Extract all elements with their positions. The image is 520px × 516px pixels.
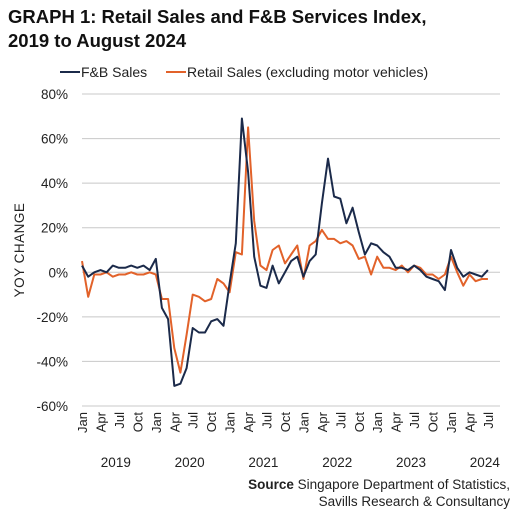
y-tick-label: 40% [41,176,68,191]
y-tick-label: -40% [36,354,68,369]
y-tick-label: 60% [41,132,68,147]
chart-title-line-1: GRAPH 1: Retail Sales and F&B Services I… [8,6,427,27]
y-tick-label: -20% [36,310,68,325]
source-line-1: Source Singapore Department of Statistic… [248,476,510,493]
y-tick-label: 80% [41,87,68,102]
x-tick-label: Apr [241,411,256,432]
series-line-fb-sales [81,117,489,387]
y-tick-label: -60% [36,399,68,414]
x-tick-label: Jan [75,412,90,433]
legend-label: Retail Sales (excluding motor vehicles) [187,64,428,80]
x-tick-label: Oct [352,412,367,433]
x-tick-label: Jul [112,412,127,429]
x-tick-label: Apr [167,411,182,432]
x-tick-label: Jul [260,412,275,429]
source-text-2: Savills Research & Consultancy [318,494,510,509]
chart-title: GRAPH 1: Retail Sales and F&B Services I… [8,5,513,53]
year-label: 2022 [322,455,352,470]
x-tick-label: Oct [204,412,219,433]
x-tick-label: Jan [296,412,311,433]
x-tick-label: Apr [462,411,477,432]
legend-label: F&B Sales [81,64,147,80]
chart-title-line-2: 2019 to August 2024 [8,30,187,51]
x-tick-label: Jul [407,412,422,429]
x-tick-label: Jul [333,412,348,429]
x-tick-label: Oct [130,412,145,433]
year-label: 2024 [470,455,501,470]
x-tick-label: Jan [444,412,459,433]
year-label: 2020 [175,455,205,470]
x-tick-label: Oct [278,412,293,433]
y-tick-label: 20% [41,221,68,236]
x-tick-label: Apr [315,411,330,432]
x-tick-label: Apr [93,411,108,432]
year-label: 2019 [101,455,131,470]
x-tick-label: Jan [370,412,385,433]
x-tick-label: Jul [481,412,496,429]
x-tick-label: Jan [149,412,164,433]
x-tick-label: Apr [389,411,404,432]
y-axis-title: YOY CHANGE [12,203,27,298]
source-note: Source Singapore Department of Statistic… [248,476,510,510]
source-label: Source [248,477,294,492]
year-label: 2023 [396,455,426,470]
series-line-retail-sales [81,126,488,374]
x-tick-label: Oct [426,412,441,433]
y-tick-label: 0% [48,265,68,280]
source-text-1: Singapore Department of Statistics, [297,477,510,492]
year-label: 2021 [248,455,278,470]
x-tick-label: Jan [223,412,238,433]
x-tick-label: Jul [186,412,201,429]
